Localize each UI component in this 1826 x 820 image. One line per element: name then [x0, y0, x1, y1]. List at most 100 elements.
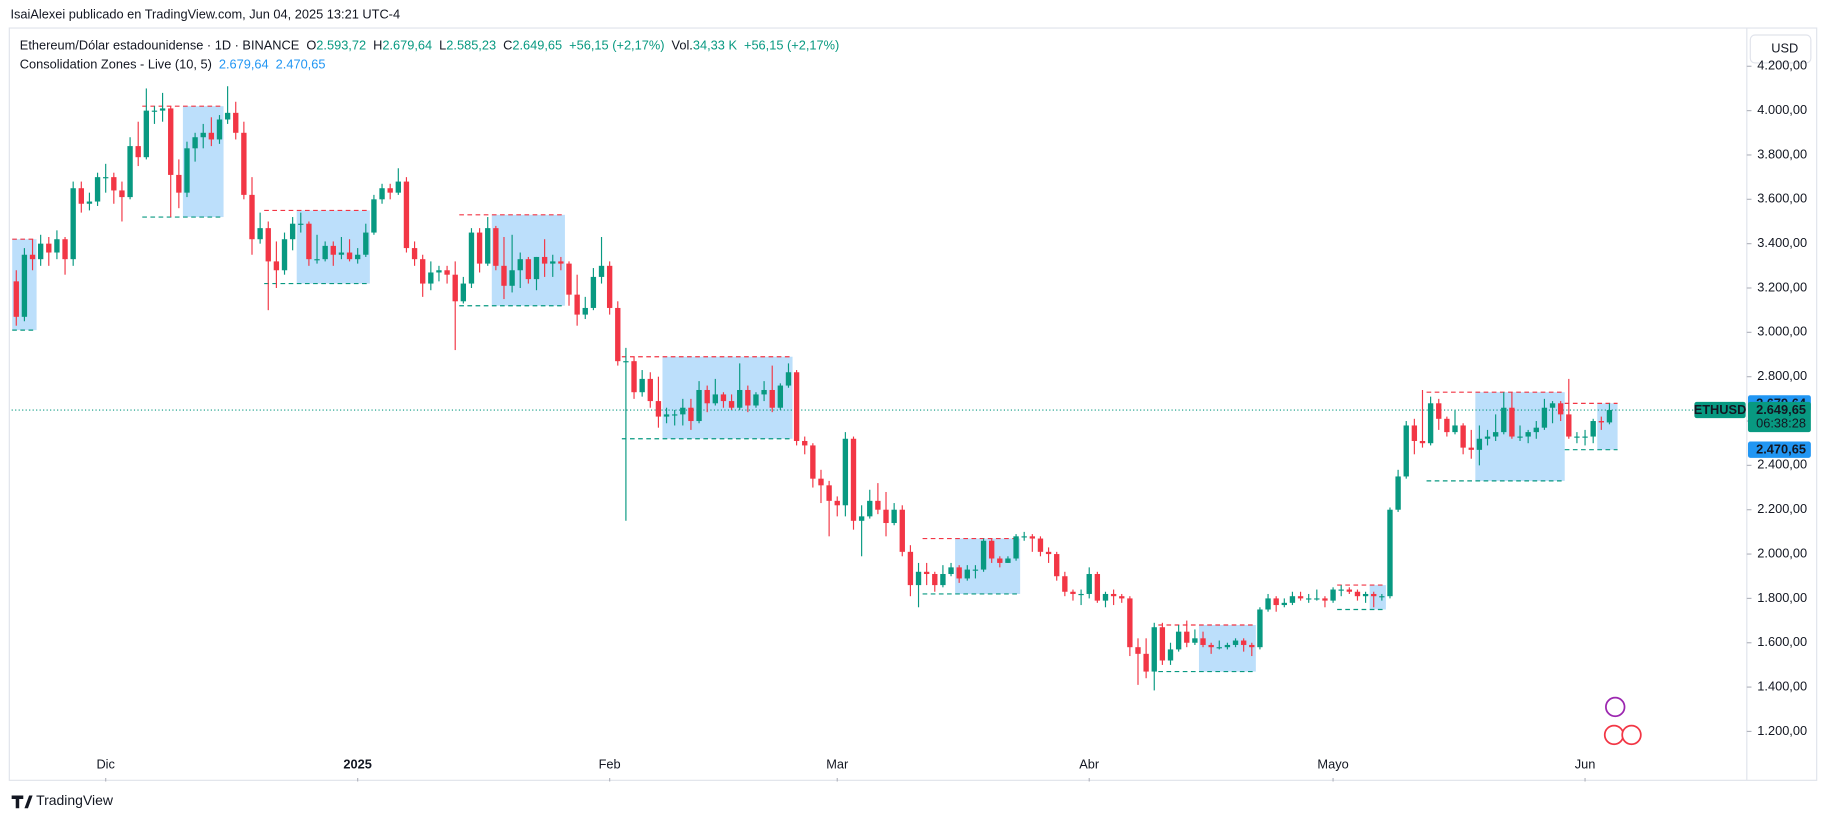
- candle-body: [1509, 407, 1515, 437]
- candle-body: [1175, 631, 1182, 650]
- y-tick-label: 3.000,00: [1757, 324, 1807, 339]
- y-tick-label: 3.800,00: [1757, 146, 1807, 161]
- candle-body: [322, 245, 328, 260]
- legend-label: L: [439, 38, 446, 53]
- candle-body: [460, 283, 467, 302]
- candle-body: [989, 540, 995, 559]
- candle-body: [306, 223, 312, 260]
- candle-body: [1371, 593, 1377, 597]
- candle-body: [1037, 538, 1044, 552]
- candle-body: [793, 372, 800, 441]
- candle-body: [745, 389, 751, 406]
- x-tick-label: Mayo: [1317, 757, 1348, 772]
- candle-body: [265, 228, 271, 262]
- currency[interactable]: USD: [1771, 40, 1798, 55]
- candle-body: [858, 516, 865, 521]
- candle-body: [696, 389, 702, 422]
- candle-body: [1159, 627, 1166, 661]
- price-tag-label: 2.470,65: [1756, 442, 1806, 457]
- candle-body: [1322, 598, 1328, 601]
- candle-body: [1549, 403, 1556, 408]
- candle-body: [428, 272, 434, 284]
- candle-body: [127, 146, 133, 198]
- y-tick-label: 2.400,00: [1757, 457, 1807, 472]
- candle-body: [1240, 640, 1247, 645]
- zone-box: [1597, 403, 1618, 450]
- candle-body: [1590, 421, 1596, 437]
- price-tag: [1747, 441, 1811, 458]
- candle-body: [86, 201, 93, 204]
- candle-body: [956, 567, 962, 579]
- candle-body: [1192, 638, 1198, 643]
- candle-body: [1224, 644, 1231, 648]
- candle-body: [907, 551, 914, 586]
- candle-body: [1492, 432, 1499, 437]
- candle-body: [1273, 598, 1279, 606]
- candle-body: [233, 112, 239, 133]
- candle-body: [151, 110, 158, 112]
- y-tick-label: 3.200,00: [1757, 279, 1807, 294]
- currency-button[interactable]: [1749, 34, 1812, 64]
- candle-body: [21, 254, 28, 317]
- candle-body: [1362, 593, 1369, 597]
- y-tick-label: 4.200,00: [1757, 58, 1807, 73]
- candle-body: [1184, 631, 1190, 643]
- candle-body: [135, 146, 141, 158]
- candle-body: [1501, 407, 1507, 433]
- candle-body: [574, 294, 580, 315]
- candle-body: [1086, 574, 1092, 594]
- candle-body: [281, 239, 288, 271]
- candle-body: [468, 232, 475, 284]
- candle-body: [411, 248, 418, 260]
- last-price-label: 2.649,65: [1756, 402, 1806, 417]
- x-tick-label: 2025: [343, 757, 371, 772]
- candle-body: [533, 256, 540, 280]
- candle-body: [1444, 418, 1450, 433]
- candle-body: [387, 188, 393, 193]
- x-tick-label: Mar: [826, 757, 849, 772]
- y-tick-label: 3.400,00: [1757, 235, 1807, 250]
- candle-body: [37, 243, 44, 260]
- candle-body: [54, 239, 60, 253]
- candle-body: [257, 228, 263, 240]
- candle-body: [867, 500, 873, 517]
- chart-frame: [8, 27, 1818, 781]
- candle-body: [1232, 640, 1239, 645]
- candle-body: [720, 394, 727, 402]
- legend: Ethereum/Dólar estadounidense · 1D · BIN…: [20, 38, 840, 53]
- publisher: IsaiAlexei publicado en TradingView.com,…: [10, 7, 400, 22]
- candle-body: [647, 378, 653, 402]
- candle-body: [1541, 407, 1548, 428]
- candle-body: [948, 567, 954, 575]
- candle-body: [606, 265, 613, 308]
- candle-body: [509, 270, 515, 286]
- candle-body: [70, 188, 76, 260]
- candle-body: [1557, 403, 1564, 415]
- candle-body: [1029, 536, 1036, 539]
- candle-body: [444, 270, 450, 275]
- legend-value: 2.679,64: [382, 38, 432, 53]
- candle-body: [420, 259, 426, 284]
- candle-body: [615, 307, 621, 362]
- candle-body: [842, 438, 849, 506]
- candle-body: [517, 259, 523, 271]
- candle-body: [330, 245, 336, 255]
- candle-body: [1013, 536, 1019, 559]
- candle-body: [997, 558, 1003, 563]
- candle-body: [241, 132, 247, 195]
- candle-body: [671, 414, 678, 416]
- y-tick-label: 2.200,00: [1757, 501, 1807, 516]
- candle-body: [1468, 447, 1474, 450]
- candle-body: [289, 223, 296, 240]
- candle-body: [623, 361, 629, 363]
- candle-body: [1379, 596, 1385, 598]
- legend-value: +56,15 (+2,17%): [744, 38, 839, 53]
- candle-body: [1289, 596, 1296, 603]
- candle-body: [598, 265, 605, 277]
- candle-body: [354, 254, 361, 260]
- symbol-tag-label: ETHUSD: [1694, 402, 1747, 417]
- candle-body: [810, 445, 816, 479]
- candle-body: [436, 270, 442, 273]
- candle-body: [379, 188, 385, 200]
- candle-body: [883, 509, 889, 524]
